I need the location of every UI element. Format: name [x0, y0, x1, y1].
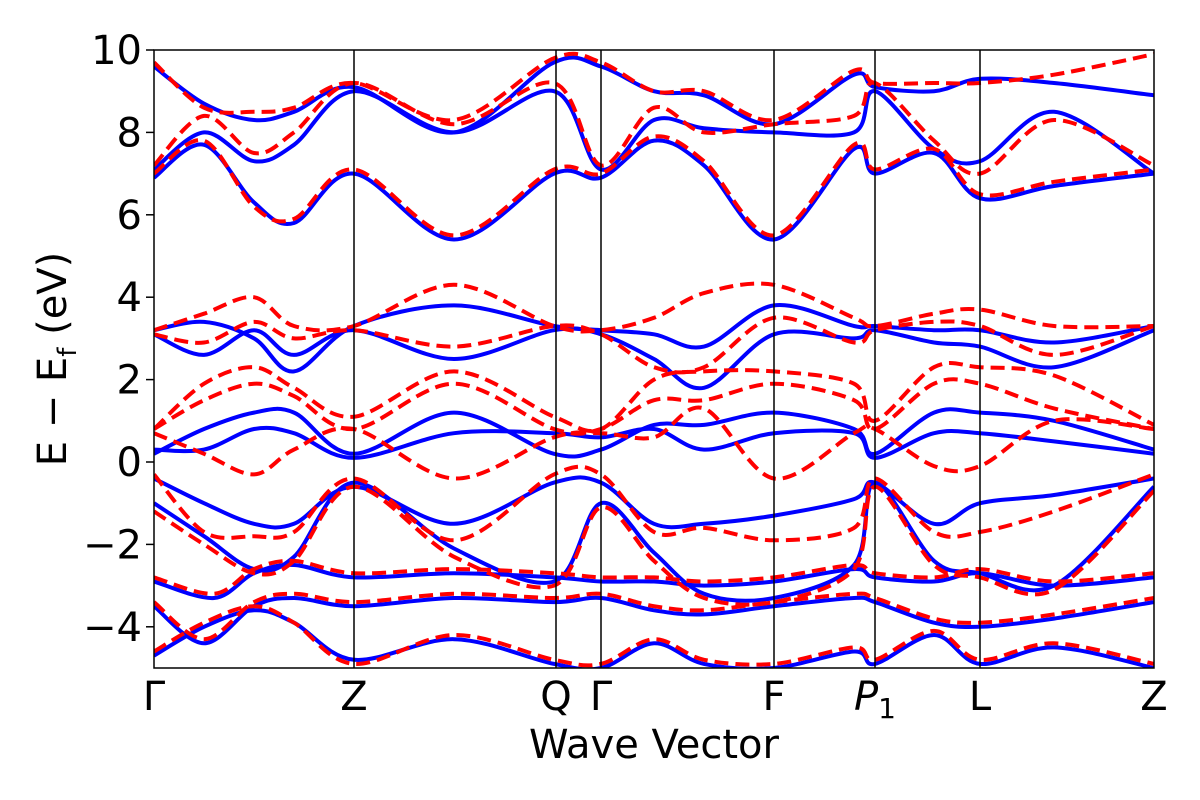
x-tick-label-3: Q [540, 674, 571, 720]
y-axis-label-main: E − E [30, 357, 76, 467]
blue-band-12 [154, 55, 1154, 135]
red-band-10 [154, 281, 1154, 334]
plot-frame [153, 49, 1155, 669]
blue-band-11 [154, 88, 1154, 176]
red-band-7 [154, 377, 1154, 436]
blue-band-7 [154, 406, 1154, 459]
blue-band-2 [154, 595, 1154, 646]
red-band-11 [154, 134, 1154, 238]
y-axis-label-unit: (eV) [30, 252, 76, 348]
x-tick-label-2: Z [340, 674, 367, 720]
y-tick-label-6: 6 [117, 193, 142, 239]
y-tick-label-2: −2 [83, 522, 142, 568]
y-axis-label: E − Ef (eV) [30, 252, 83, 467]
kpoint-lines [353, 50, 981, 668]
y-tick-label-4: 2 [117, 358, 142, 404]
red-band-8 [154, 360, 1154, 434]
red-band-3 [154, 558, 1154, 596]
y-tick-label-1: −4 [83, 605, 142, 651]
blue-band-10 [154, 138, 1154, 242]
series-red-bands [154, 51, 1154, 668]
y-tick-label-7: 8 [117, 110, 142, 156]
red-band-13 [154, 51, 1154, 123]
red-band-5 [154, 464, 1154, 543]
x-axis-label: Wave Vector [529, 722, 780, 768]
y-tick-label-3: 0 [117, 440, 142, 486]
x-tick-label-6: P1 [854, 674, 896, 725]
blue-band-8 [154, 326, 1154, 391]
red-band-4 [154, 484, 1154, 607]
red-band-1 [154, 604, 1154, 668]
blue-band-4 [154, 480, 1154, 603]
red-band-9 [154, 315, 1154, 375]
x-tick-label-4: Γ [590, 674, 613, 720]
x-tick-label-8: Z [1140, 674, 1167, 720]
x-tick-label-7: L [969, 674, 992, 720]
red-band-2 [154, 591, 1154, 642]
blue-band-9 [154, 303, 1154, 374]
series-blue-bands [154, 55, 1154, 668]
x-tick-label-5: F [762, 674, 785, 720]
x-axis-ticks: Γ Z Q Γ F P1 L Z [143, 674, 1168, 725]
y-tick-label-8: 10 [91, 28, 142, 74]
x-tick-label-1: Γ [143, 674, 166, 720]
blue-band-6 [154, 425, 1154, 460]
y-axis-ticks: −4 −2 0 2 4 6 8 10 [83, 28, 154, 651]
y-axis-label-sub: f [53, 347, 83, 357]
red-band-12 [154, 80, 1154, 176]
blue-band-5 [154, 475, 1154, 530]
y-tick-label-5: 4 [117, 275, 142, 321]
red-band-6 [154, 405, 1154, 481]
